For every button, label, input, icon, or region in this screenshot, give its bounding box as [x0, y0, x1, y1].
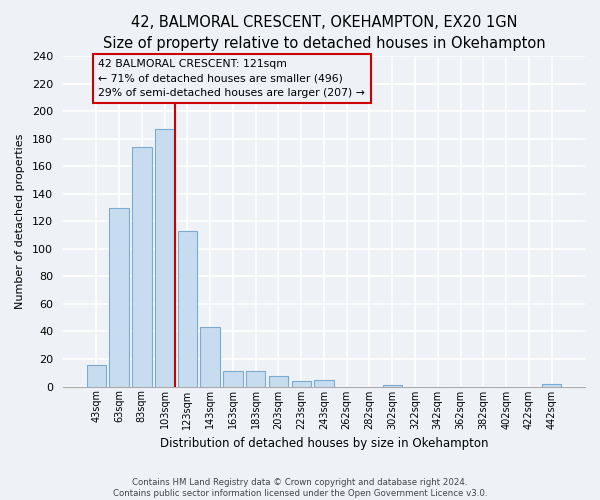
- Bar: [269, 376, 288, 386]
- Bar: [178, 231, 197, 386]
- Bar: [200, 328, 220, 386]
- Bar: [542, 384, 561, 386]
- Bar: [383, 385, 402, 386]
- Bar: [86, 364, 106, 386]
- Bar: [109, 208, 129, 386]
- Title: 42, BALMORAL CRESCENT, OKEHAMPTON, EX20 1GN
Size of property relative to detache: 42, BALMORAL CRESCENT, OKEHAMPTON, EX20 …: [103, 15, 545, 51]
- Bar: [132, 147, 152, 386]
- Bar: [246, 372, 265, 386]
- Text: Contains HM Land Registry data © Crown copyright and database right 2024.
Contai: Contains HM Land Registry data © Crown c…: [113, 478, 487, 498]
- Text: 42 BALMORAL CRESCENT: 121sqm
← 71% of detached houses are smaller (496)
29% of s: 42 BALMORAL CRESCENT: 121sqm ← 71% of de…: [98, 59, 365, 98]
- X-axis label: Distribution of detached houses by size in Okehampton: Distribution of detached houses by size …: [160, 437, 488, 450]
- Bar: [223, 372, 242, 386]
- Bar: [155, 129, 174, 386]
- Bar: [292, 381, 311, 386]
- Bar: [314, 380, 334, 386]
- Y-axis label: Number of detached properties: Number of detached properties: [15, 134, 25, 309]
